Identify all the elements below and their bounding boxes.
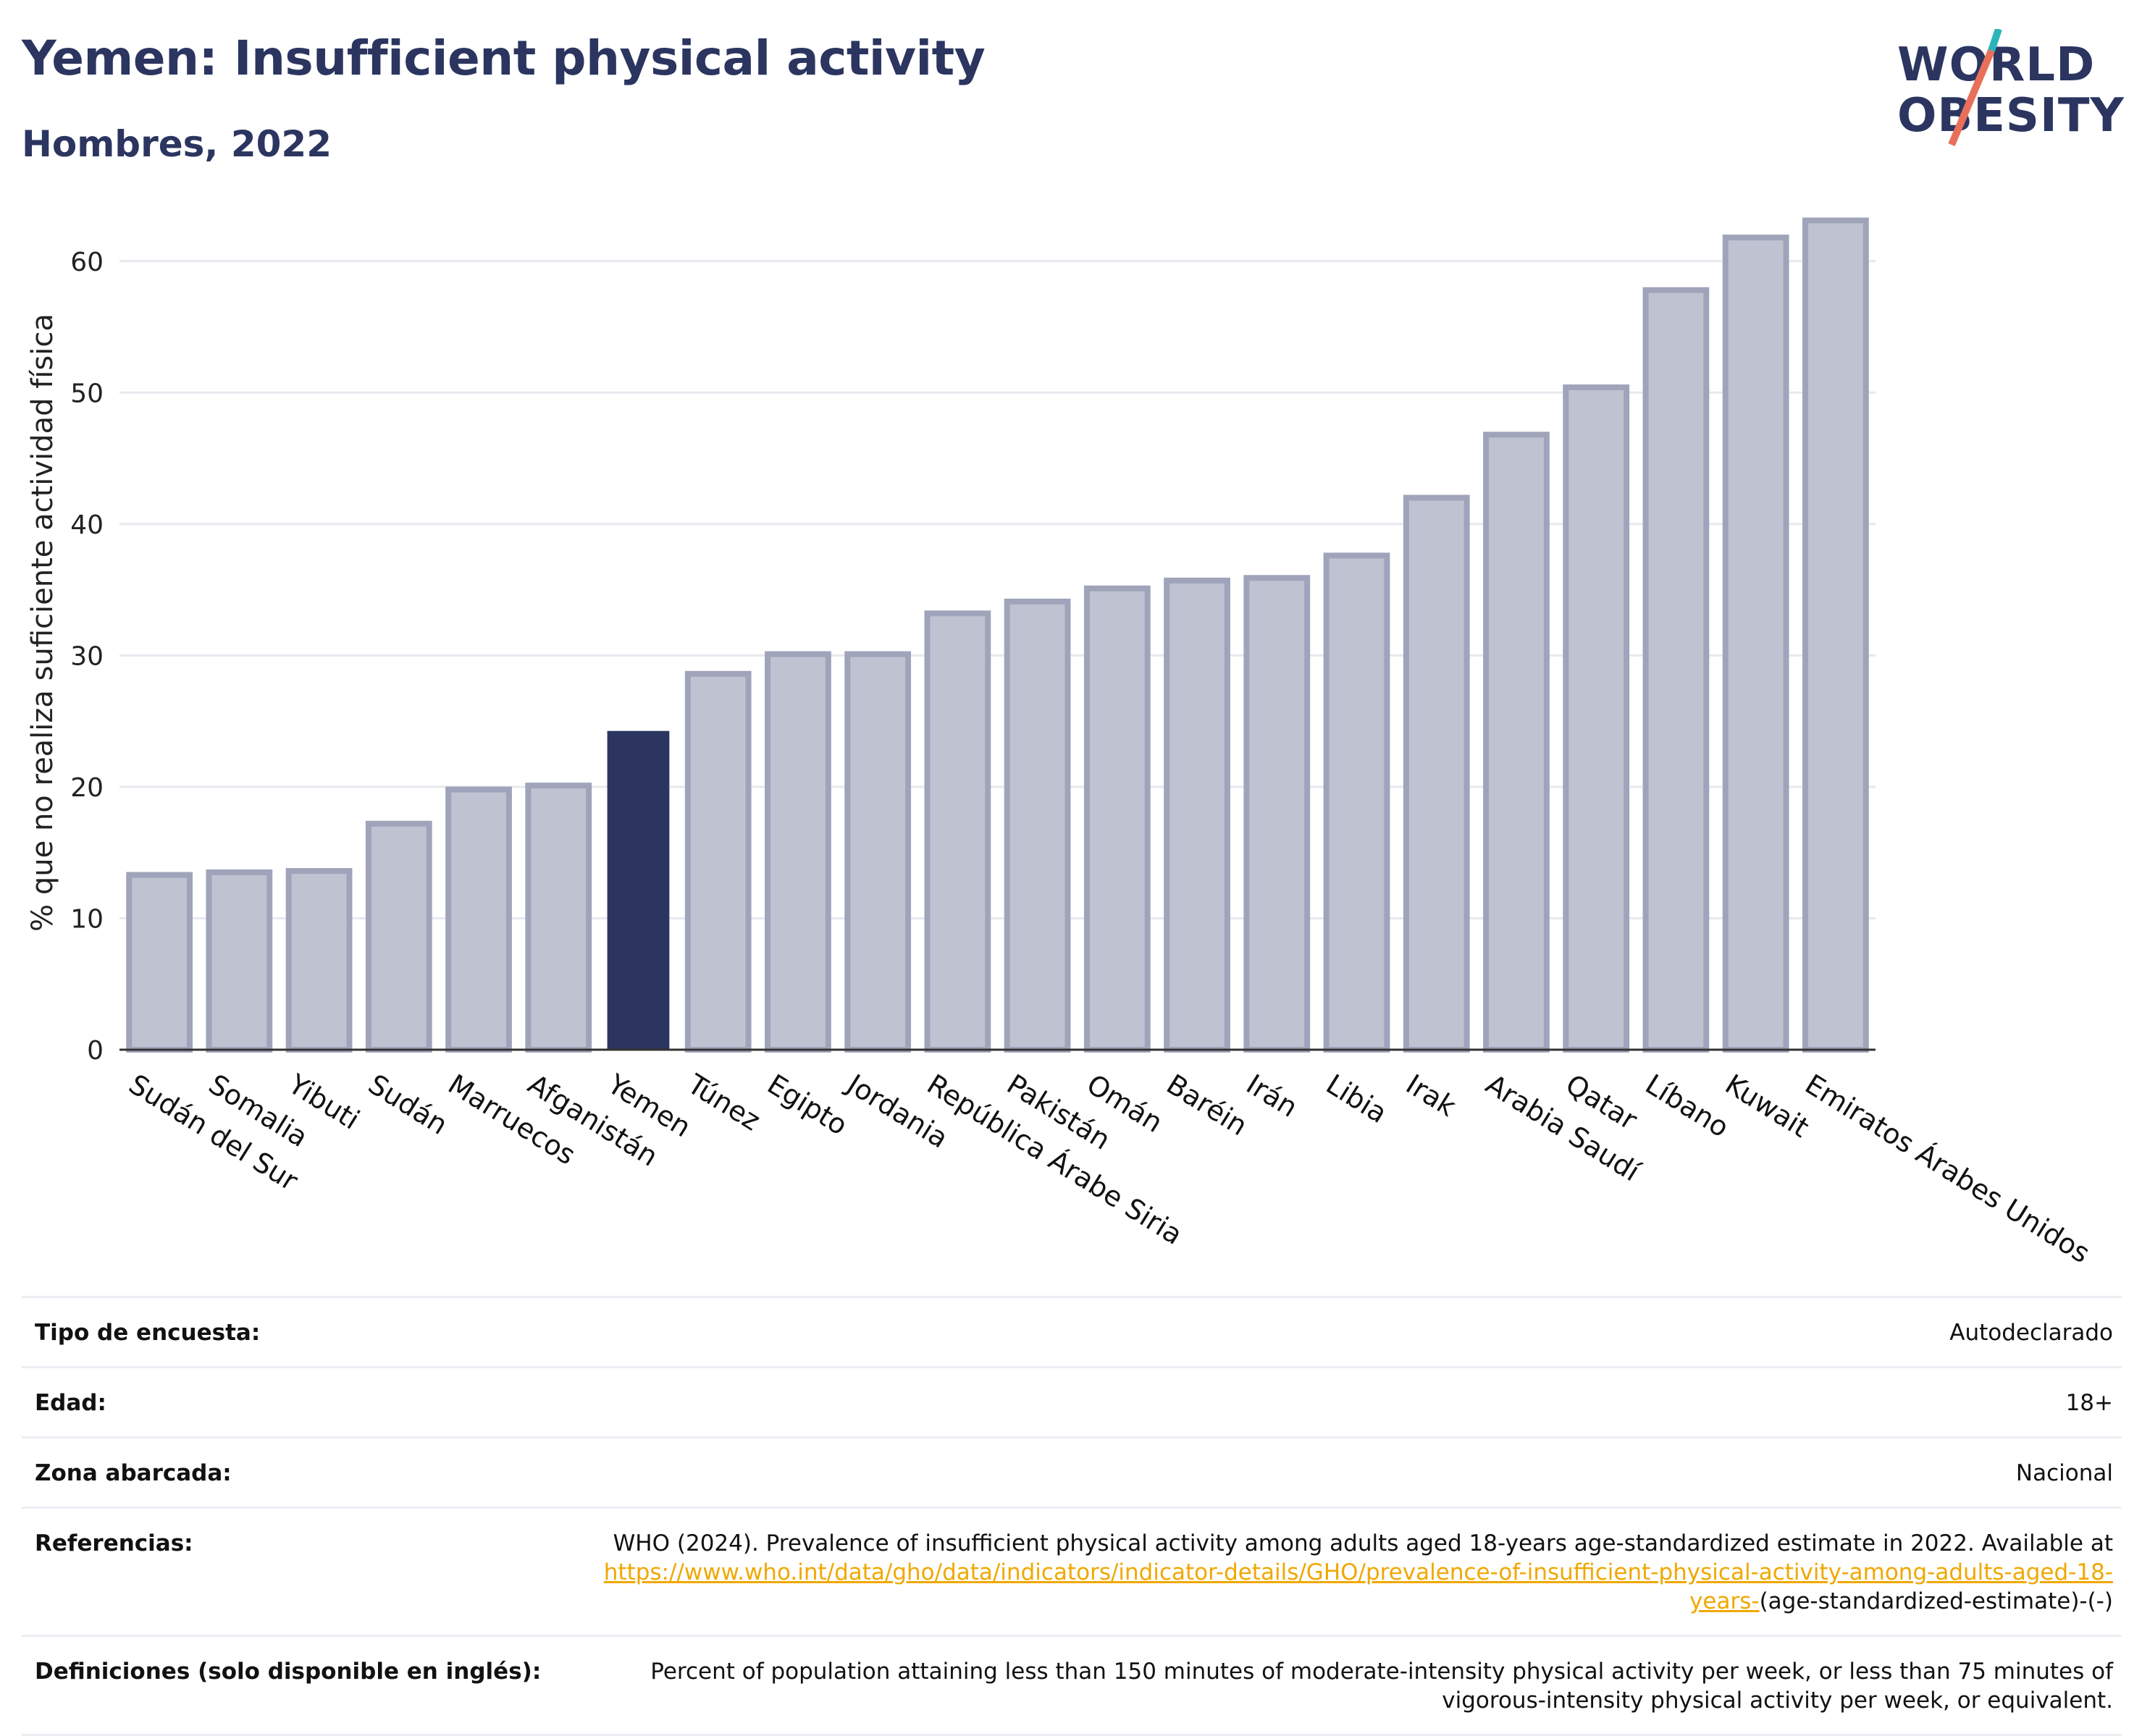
bar <box>285 868 353 1053</box>
row-label: Referencias: <box>35 1530 193 1556</box>
table-row: Zona abarcada: Nacional <box>22 1436 2122 1507</box>
x-tick-label: Irak <box>1400 1068 1461 1123</box>
y-tick-label: 10 <box>70 904 104 934</box>
bar <box>765 651 831 1053</box>
y-tick-label: 20 <box>70 773 104 803</box>
bar <box>1483 431 1550 1053</box>
bar <box>1802 217 1869 1053</box>
y-tick-label: 40 <box>70 510 104 540</box>
y-tick-label: 30 <box>70 641 104 671</box>
bar <box>1243 575 1311 1053</box>
row-value: Autodeclarado <box>1949 1320 2113 1346</box>
bar <box>1403 494 1470 1053</box>
bar <box>206 869 273 1053</box>
bar <box>1642 287 1710 1053</box>
page-subtitle: Hombres, 2022 <box>22 123 332 165</box>
row-label: Zona abarcada: <box>35 1460 232 1486</box>
bar <box>445 786 512 1053</box>
bar <box>844 651 912 1053</box>
bar <box>924 610 991 1053</box>
x-tick-label: Kuwait <box>1720 1068 1815 1144</box>
row-value: Nacional <box>2015 1460 2113 1486</box>
bar <box>1563 384 1630 1053</box>
logo-line2: OBESITY <box>1897 89 2125 143</box>
row-value: Percent of population attaining less tha… <box>650 1659 2113 1714</box>
row-label: Tipo de encuesta: <box>35 1320 261 1346</box>
table-row: Tipo de encuesta: Autodeclarado <box>22 1296 2122 1366</box>
row-label: Definiciones (solo disponible en inglés)… <box>35 1659 542 1685</box>
x-tick-label: Túnez <box>681 1068 766 1137</box>
x-tick-label: Sudán <box>363 1068 453 1141</box>
bar <box>684 670 752 1053</box>
info-table: Tipo de encuesta: Autodeclarado Edad: 18… <box>22 1296 2122 1736</box>
reference-link[interactable]: https://www.who.int/data/gho/data/indica… <box>603 1559 2113 1614</box>
y-tick-label: 50 <box>70 379 104 408</box>
row-value: 18+ <box>2065 1390 2113 1416</box>
x-tick-label: Libia <box>1321 1068 1393 1129</box>
x-tick-label: Líbano <box>1640 1068 1735 1143</box>
bar <box>1164 577 1230 1053</box>
x-tick-label: Egipto <box>762 1068 853 1141</box>
reference-suffix: (age-standardized-estimate)-(-) <box>1759 1588 2113 1614</box>
page-title: Yemen: Insufficient physical activity <box>22 30 986 86</box>
x-tick-label: Emiratos Árabes Unidos <box>1799 1068 2096 1267</box>
world-obesity-logo: WORLD OBESITY <box>1883 29 2129 152</box>
bar <box>1323 552 1390 1053</box>
bar <box>1722 235 1789 1053</box>
table-row: Definiciones (solo disponible en inglés)… <box>22 1635 2122 1736</box>
bar <box>607 730 670 1051</box>
logo-line1: WORLD <box>1897 38 2096 92</box>
table-row: Referencias: WHO (2024). Prevalence of i… <box>22 1507 2122 1635</box>
logo-slash-icon <box>1948 29 2002 146</box>
y-axis-label: % que no realiza suficiente actividad fí… <box>26 313 59 932</box>
y-tick-label: 60 <box>70 248 104 277</box>
y-tick-label: 0 <box>87 1036 104 1066</box>
bar <box>525 783 592 1053</box>
bar <box>1004 598 1071 1053</box>
bar <box>1083 585 1151 1053</box>
row-value: WHO (2024). Prevalence of insufficient p… <box>542 1529 2113 1616</box>
table-row: Edad: 18+ <box>22 1366 2122 1436</box>
bar <box>126 872 193 1053</box>
row-label: Edad: <box>35 1390 106 1416</box>
x-tick-label: Baréin <box>1161 1068 1253 1142</box>
bar <box>365 820 432 1053</box>
reference-text: WHO (2024). Prevalence of insufficient p… <box>613 1530 2113 1556</box>
bar-chart: 0 10 20 30 40 50 60 % que no realiza suficiente… <box>26 217 2096 1267</box>
